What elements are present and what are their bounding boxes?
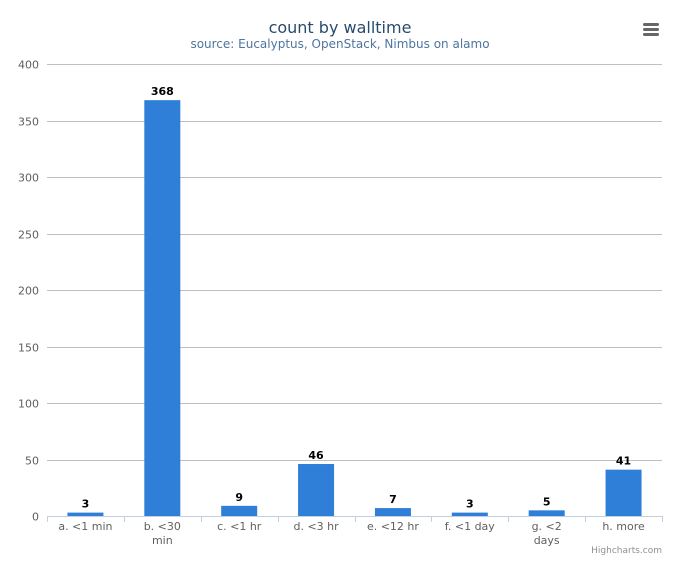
y-tick-label: 100 (18, 398, 39, 411)
bar[interactable] (67, 512, 104, 516)
data-label: 41 (616, 455, 631, 468)
x-tick-label: f. <1 day (445, 520, 496, 533)
x-tick-label: a. <1 min (58, 520, 112, 533)
y-tick-label: 300 (18, 172, 39, 185)
x-tick-label: c. <1 hr (217, 520, 262, 533)
x-tick-label: e. <12 hr (367, 520, 419, 533)
y-tick-label: 50 (25, 455, 39, 468)
credits-link[interactable]: Highcharts.com (591, 546, 662, 556)
bar[interactable] (144, 100, 181, 516)
x-tick-label: h. more (602, 520, 645, 533)
data-label: 9 (235, 491, 243, 504)
y-tick-label: 0 (32, 511, 39, 524)
hamburger-menu-icon[interactable] (636, 16, 666, 42)
data-label: 5 (543, 495, 551, 508)
x-tick-label: d. <3 hr (293, 520, 339, 533)
data-labels: 3 368 9 46 7 3 5 41 (82, 85, 632, 510)
bar[interactable] (605, 469, 642, 516)
bar[interactable] (221, 505, 258, 516)
y-tick-label: 200 (18, 285, 39, 298)
data-label: 3 (466, 498, 474, 511)
y-tick-label: 150 (18, 342, 39, 355)
bar[interactable] (298, 464, 335, 516)
x-tick-label: g. <2 days (532, 520, 562, 547)
data-label: 368 (151, 85, 174, 98)
data-label: 7 (389, 493, 397, 506)
chart-title: count by walltime (269, 18, 412, 37)
x-tick-label: b. <30 min (144, 520, 181, 547)
bar[interactable] (528, 510, 565, 516)
data-label: 46 (308, 449, 324, 462)
bar[interactable] (374, 508, 411, 516)
y-tick-label: 250 (18, 229, 39, 242)
chart-subtitle: source: Eucalyptus, OpenStack, Nimbus on… (190, 37, 489, 51)
bar[interactable] (451, 512, 488, 516)
bar-series (67, 100, 642, 516)
y-axis: 0 50 100 150 200 250 300 350 400 (18, 59, 39, 524)
x-axis: a. <1 min b. <30 min c. <1 hr d. <3 hr e. <12… (47, 516, 663, 547)
y-tick-label: 350 (18, 116, 39, 129)
data-label: 3 (82, 498, 90, 511)
grid-lines (47, 64, 662, 461)
y-tick-label: 400 (18, 59, 39, 72)
